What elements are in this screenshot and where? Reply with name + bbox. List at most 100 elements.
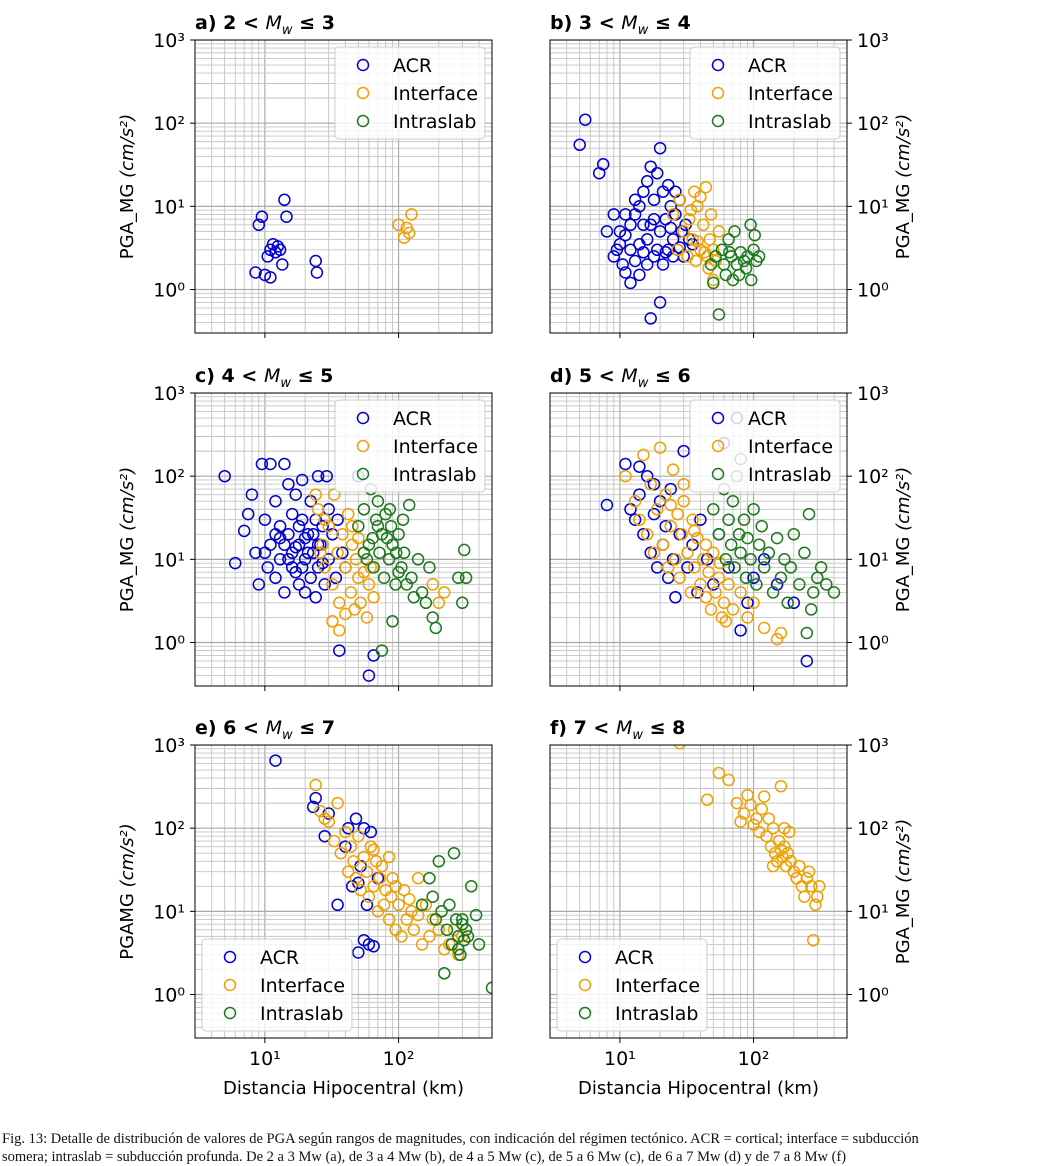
data-point-intraslab [396,513,410,526]
data-point-acr [282,553,295,566]
data-point-acr [339,840,352,853]
data-point-interface [373,871,386,885]
plot-frame [194,392,493,687]
legend: ACR Interface Intraslab [556,938,708,1032]
panel-title: f) 7 < Mw ≤ 8 [550,717,685,743]
data-point-intraslab [820,578,833,591]
y-tick-label: 10⁰ [857,633,889,655]
legend-box [334,399,486,493]
data-point-acr [600,498,614,512]
data-point-interface [712,766,726,780]
data-points [218,457,473,682]
data-point-intraslab [429,913,443,926]
data-point-intraslab [459,571,473,585]
data-point-interface [704,603,718,616]
legend-label-interface: Interface [393,436,478,458]
data-point-intraslab [377,571,391,585]
data-point-intraslab [728,225,741,238]
data-point-intraslab [737,513,751,526]
data-point-intraslab [367,561,380,574]
data-point-intraslab [352,519,365,533]
data-point-interface [331,546,344,560]
data-point-interface [707,546,720,560]
data-point-acr [653,141,667,155]
legend-label-acr: ACR [393,408,432,430]
data-point-interface [664,498,677,512]
y-tick-label: 10¹ [857,196,889,218]
data-point-acr [331,898,344,912]
legend-marker-intraslab [356,467,370,481]
data-point-intraslab [366,531,379,545]
data-point-intraslab [357,503,371,516]
data-point-intraslab [384,519,398,533]
legend: ACR Interface Intraslab [201,938,353,1032]
y-tick-label: 10³ [153,30,185,52]
data-point-intraslab [382,553,396,566]
data-point-interface [726,603,740,616]
data-point-interface [673,745,686,750]
data-point-interface [677,494,690,508]
data-point-interface [673,571,686,585]
data-point-intraslab [755,519,768,533]
data-point-acr [647,193,661,207]
legend: ACR Interface Intraslab [334,399,486,493]
data-point-interface [647,546,661,560]
data-point-acr [628,193,642,207]
data-point-acr [360,898,374,912]
panel-title: a) 2 < Mw ≤ 3 [195,12,335,38]
data-point-intraslab [744,273,758,287]
data-point-acr [637,218,650,232]
legend-marker-interface [711,439,725,453]
data-point-intraslab [757,561,771,574]
data-point-interface [341,507,355,521]
data-point-interface [774,843,788,857]
legend-label-acr: ACR [615,947,654,969]
data-point-intraslab [739,571,753,585]
data-point-intraslab [456,913,469,926]
data-point-acr [295,561,309,574]
y-tick-label: 10⁰ [153,633,185,655]
data-point-acr [800,654,814,668]
data-point-intraslab [793,578,806,591]
data-point-interface [339,825,352,839]
data-point-acr [628,254,642,268]
data-point-interface [423,930,436,943]
data-point-acr [673,241,686,254]
data-point-intraslab [375,644,389,657]
data-point-intraslab [392,565,405,579]
data-point-intraslab [373,546,386,560]
data-point-intraslab [386,615,399,628]
data-point-interface [339,561,352,574]
data-point-interface [688,561,701,574]
data-point-intraslab [800,626,814,640]
legend-marker-interface [711,86,725,100]
y-tick-label: 10² [857,113,889,135]
data-point-acr [289,488,302,501]
data-point-acr [647,477,661,491]
data-point-intraslab [447,846,461,860]
legend-label-interface: Interface [748,83,833,105]
data-point-interface [362,890,376,903]
data-point-acr [258,546,272,560]
data-point-interface [395,930,408,943]
data-point-interface [362,578,376,591]
data-point-interface [659,488,672,501]
data-point-acr [245,488,259,501]
data-point-acr [653,296,667,309]
data-point-acr [278,538,291,551]
data-point-interface [677,225,690,238]
data-point-intraslab [748,228,761,242]
data-point-acr [255,457,269,471]
data-point-intraslab [770,531,784,545]
data-point-acr [289,540,302,554]
data-points [269,754,492,995]
data-point-interface [807,933,820,947]
y-tick-label: 10¹ [857,901,889,923]
data-point-acr [255,210,269,223]
data-point-interface [766,859,780,873]
legend-label-acr: ACR [260,947,299,969]
data-point-interface [354,596,367,610]
data-point-interface [653,441,667,454]
figure-caption: Fig. 13: Detalle de distribución de valo… [2,1130,1038,1166]
legend-label-intraslab: Intraslab [748,111,831,133]
